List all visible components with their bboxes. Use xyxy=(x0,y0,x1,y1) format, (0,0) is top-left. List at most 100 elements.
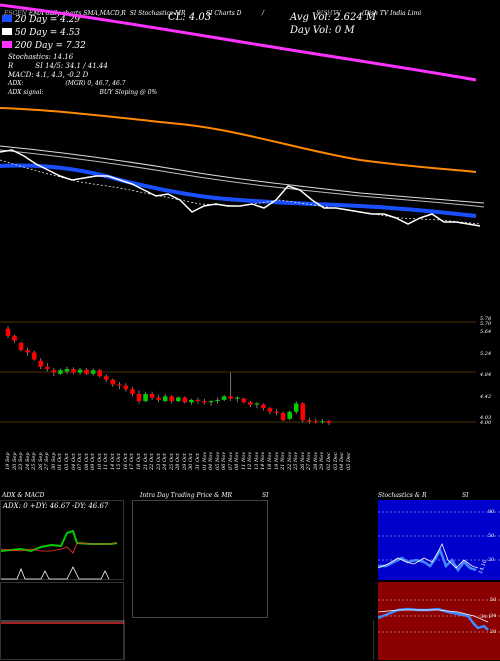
candle-body xyxy=(162,396,168,402)
date-tick-label: 14 Nov xyxy=(260,451,267,470)
stoch-tick-80: 80 xyxy=(488,509,495,515)
candle-body xyxy=(31,352,37,360)
rsi-last-value: 34.1 xyxy=(480,614,492,620)
date-tick-label: 18 Oct xyxy=(136,453,142,470)
indicator-readouts: Stochastics: 14.16 R SI 14/5: 34.1 / 41.4… xyxy=(8,53,108,80)
stoch-panel-title: Stochastics & R xyxy=(378,492,427,499)
date-tick-label: 24 Sep xyxy=(24,452,31,470)
candle-body xyxy=(156,397,161,400)
candle-body xyxy=(313,421,319,423)
rsi-lines xyxy=(378,599,500,633)
sma50-label: 50 Day = 4.53 xyxy=(14,28,81,38)
date-tick-label: 23 Sep xyxy=(18,452,25,470)
candle-body xyxy=(241,398,247,403)
date-tick-label: 04 Nov xyxy=(208,451,215,470)
adx-panel: ADX: 0 +DY: 46.67 -DY: 46.67 xyxy=(0,500,124,580)
candle-body xyxy=(90,370,96,374)
candle-body xyxy=(51,370,57,373)
candle-body xyxy=(293,403,299,412)
rsi-value: SI 14/5: 34.1 / 41.44 xyxy=(35,62,108,70)
date-tick-label: 30 Oct xyxy=(188,453,195,470)
date-tick-label: 22 Nov xyxy=(286,451,293,470)
candle-body xyxy=(97,370,102,377)
candle-body xyxy=(176,397,181,402)
sma50-line-2 xyxy=(0,149,485,208)
candle-body xyxy=(202,401,207,403)
price-tick-label: 5.78 xyxy=(480,316,491,322)
sma200-line xyxy=(0,3,477,82)
price-tick-label: 4.03 xyxy=(479,415,491,421)
candle-body xyxy=(267,408,273,412)
date-tick-label: 01 Nov xyxy=(201,451,208,470)
header-company: (Dish TV India Limi xyxy=(362,10,422,17)
intraday-panel-title: Intra Day Trading Price & MR xyxy=(140,492,233,499)
stoch-tick-20: 20 xyxy=(488,557,495,563)
candle-body xyxy=(195,399,201,402)
candle-body xyxy=(287,411,292,419)
adx-signal-line: ADX signal: BUY Sloping @ 0% xyxy=(8,89,157,96)
date-tick-label: 24 Oct xyxy=(162,453,169,470)
candles-group xyxy=(5,326,332,425)
candle-price-ticks: 5.785.70 5.64 5.24 4.84 4.42 4.034.00 xyxy=(479,316,492,426)
rsi-r-label: R xyxy=(8,62,14,70)
date-tick-label: 02 Dec xyxy=(325,452,332,470)
rsi-tick-50: 50 xyxy=(490,597,497,603)
candle-body xyxy=(77,369,83,373)
date-tick-label: 25 Nov xyxy=(293,451,300,470)
date-tick-label: 25 Oct xyxy=(168,453,175,470)
candle-body xyxy=(320,421,325,423)
orange-ma-line xyxy=(0,107,477,173)
macd-lines xyxy=(1,620,125,624)
sma200-row: 200 Day = 7.32 xyxy=(2,40,86,53)
date-tick-label: 07 Nov xyxy=(227,451,234,470)
date-tick-label: 09 Oct xyxy=(90,453,97,470)
header-chart-type: EMA daily charts SMA,MACD,R xyxy=(28,10,126,17)
date-tick-label: 07 Oct xyxy=(77,453,84,470)
stoch-k-line xyxy=(378,546,477,573)
stoch-tick-50: 50 xyxy=(488,533,495,539)
candle-body xyxy=(280,412,286,421)
rsi-tick-20: 20 xyxy=(490,629,497,635)
date-tick-label: 05 Nov xyxy=(214,451,221,470)
date-tick-label: 27 Sep xyxy=(44,452,51,470)
rsi-tick-34: 34 xyxy=(490,613,497,619)
rsi-line xyxy=(378,607,489,631)
stoch-lines xyxy=(378,511,500,573)
stochastics-readout: Stochastics: 14.16 xyxy=(8,53,74,61)
candle-body xyxy=(123,385,129,390)
price-tick-label: 4.00 xyxy=(479,420,492,426)
price-tick-label: 4.84 xyxy=(479,372,491,378)
candle-body xyxy=(234,397,240,399)
candle-body xyxy=(274,411,279,413)
sma50-swatch xyxy=(2,28,12,35)
sma200-swatch xyxy=(2,41,12,48)
date-tick-label: 11 Oct xyxy=(103,453,110,470)
date-tick-label: 21 Nov xyxy=(280,451,287,470)
rsi-panel: 50 34 20 34.1 xyxy=(378,582,500,660)
price-tick-label: 5.64 xyxy=(480,329,491,335)
sma20-label: 20 Day = 4.29 xyxy=(14,15,81,25)
adx-plus-line xyxy=(1,529,118,553)
sma-legend: 20 Day = 4.29 50 Day = 4.53 200 Day = 7.… xyxy=(2,14,86,53)
date-tick-label: 08 Nov xyxy=(234,451,241,470)
candle-body xyxy=(307,420,312,422)
candle-body xyxy=(254,403,260,405)
date-tick-label: 29 Nov xyxy=(319,451,326,470)
candle-body xyxy=(38,360,44,367)
adx-signal-value: BUY Sloping @ 0% xyxy=(99,89,158,96)
date-tick-label: 16 Oct xyxy=(122,453,129,470)
intraday-si: SI xyxy=(262,492,269,499)
date-tick-label: 14 Oct xyxy=(109,453,116,470)
candle-body xyxy=(103,376,109,380)
header-charts-d: SI Charts D xyxy=(206,10,242,17)
header-ticker: DISHTV xyxy=(316,10,341,17)
date-tick-label: 21 Oct xyxy=(142,453,149,470)
candle-body xyxy=(143,393,148,402)
sma50-row: 50 Day = 4.53 xyxy=(2,27,86,40)
candle-body xyxy=(45,366,50,370)
adx-minus-line xyxy=(1,542,118,554)
adx-panel-title: ADX & MACD xyxy=(2,492,45,499)
candle-body xyxy=(18,342,24,351)
macd-panel xyxy=(0,582,125,660)
stochastics-panel: 80 50 20 14.16 xyxy=(378,500,500,580)
